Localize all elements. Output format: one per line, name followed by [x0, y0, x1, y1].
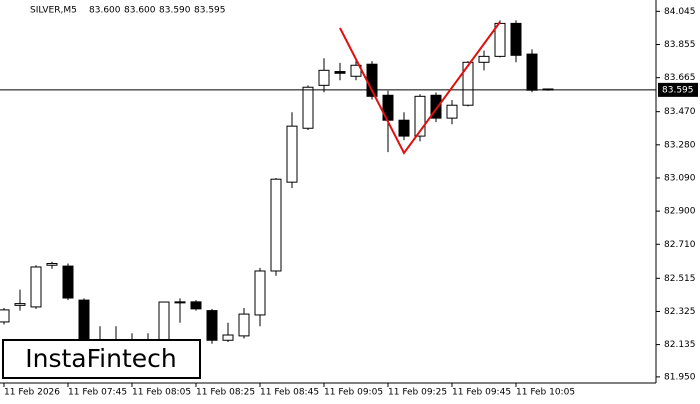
candle-body	[510, 22, 522, 56]
header-close: 83.595	[194, 6, 226, 16]
y-tick-label: 83.470	[664, 107, 696, 117]
pattern-line	[339, 21, 501, 155]
watermark-box	[2, 339, 201, 379]
x-tick-label: 11 Feb 09:45	[452, 388, 511, 398]
header-open: 83.600	[89, 6, 121, 16]
candle-body	[222, 334, 234, 341]
candle-body	[158, 301, 170, 341]
candle-body	[430, 94, 442, 119]
candle-body	[414, 95, 426, 137]
y-tick-label: 84.045	[664, 7, 696, 17]
candle-body	[526, 53, 538, 91]
candle-body	[46, 262, 58, 266]
y-tick-label: 83.090	[664, 173, 696, 183]
candle-body	[398, 119, 410, 137]
candle-body	[318, 69, 330, 86]
y-tick-label: 82.325	[664, 307, 696, 317]
candle-body	[0, 309, 10, 323]
current-price-box	[658, 82, 698, 97]
candle-body	[206, 310, 218, 341]
candle-body	[190, 301, 202, 310]
x-tick-label: 11 Feb 2026	[4, 388, 60, 398]
candle-body	[446, 104, 458, 119]
x-tick-label: 11 Feb 07:45	[68, 388, 127, 398]
candle-body	[174, 301, 186, 304]
candle-body	[14, 303, 26, 306]
candle-body	[254, 270, 266, 316]
candle-body	[30, 266, 42, 308]
candle-body	[478, 55, 490, 63]
x-tick-label: 11 Feb 08:45	[260, 388, 319, 398]
candle-body	[334, 71, 346, 74]
candle-body	[270, 178, 282, 272]
header-high: 83.600	[124, 6, 156, 16]
candle-body	[62, 265, 74, 299]
x-tick-label: 11 Feb 10:05	[516, 388, 575, 398]
y-tick-label: 82.710	[664, 240, 696, 250]
watermark: InstaFintech	[25, 344, 177, 373]
candle-body	[302, 86, 314, 129]
y-tick-label: 83.855	[664, 40, 696, 50]
candle-body	[462, 61, 474, 106]
y-tick-label: 81.950	[664, 372, 696, 382]
y-tick-label: 83.665	[664, 73, 696, 83]
x-tick-label: 11 Feb 08:25	[196, 388, 255, 398]
x-tick-label: 11 Feb 09:25	[388, 388, 447, 398]
y-tick-label: 83.280	[664, 140, 696, 150]
y-tick-label: 82.900	[664, 207, 696, 217]
header-low: 83.590	[159, 6, 191, 16]
x-tick-label: 11 Feb 08:05	[132, 388, 191, 398]
y-tick-label: 82.515	[664, 274, 696, 284]
candle-body	[286, 125, 298, 183]
x-tick-label: 11 Feb 09:05	[324, 388, 383, 398]
y-tick-label: 82.135	[664, 340, 696, 350]
candle-body	[238, 313, 250, 337]
current-price-label: 83.595	[662, 85, 694, 95]
symbol: SILVER,M5	[30, 6, 77, 16]
